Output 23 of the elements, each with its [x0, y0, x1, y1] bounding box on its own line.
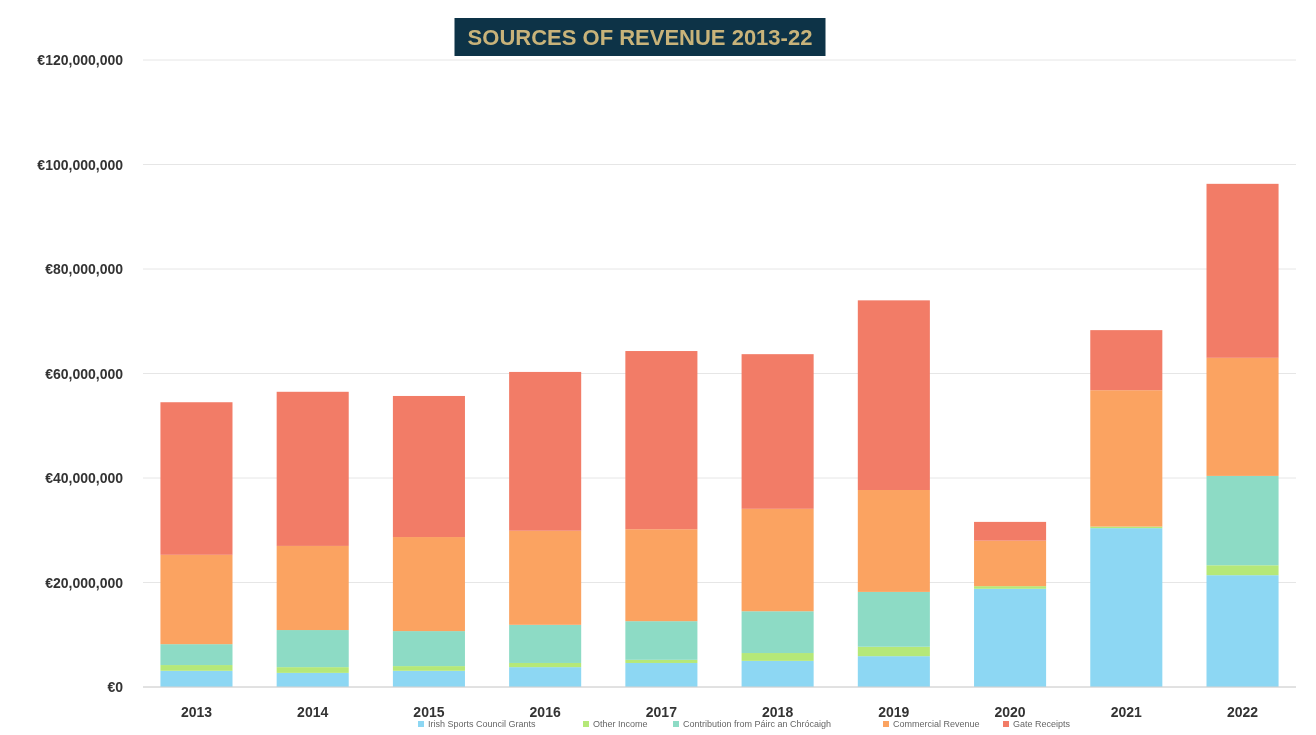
- x-tick-label: 2020: [994, 704, 1026, 720]
- legend-label: Irish Sports Council Grants: [428, 719, 537, 729]
- y-tick-label: €120,000,000: [37, 52, 124, 68]
- y-tick-label: €60,000,000: [45, 365, 124, 382]
- legend-label: Contribution from Páirc an Chrócaigh: [683, 719, 832, 729]
- x-tick-label: 2021: [1110, 704, 1143, 720]
- x-tick-label: 2018: [762, 704, 794, 720]
- y-tick-label: €20,000,000: [45, 574, 124, 591]
- legend-label: Gate Receipts: [1013, 719, 1071, 729]
- x-tick-label: 2014: [297, 704, 329, 720]
- y-tick-label: €40,000,000: [45, 470, 124, 486]
- x-tick-label: 2015: [413, 704, 445, 720]
- legend-label: Commercial Revenue: [893, 719, 980, 729]
- x-tick-label: 2019: [878, 704, 910, 720]
- y-tick-label: €100,000,000: [37, 156, 124, 173]
- y-tick-label: €0: [107, 679, 124, 695]
- y-tick-label: €80,000,000: [45, 261, 124, 277]
- x-tick-label: 2013: [180, 704, 213, 720]
- x-tick-label: 2017: [645, 704, 678, 720]
- legend-label: Other Income: [593, 719, 648, 729]
- x-tick-label: 2022: [1226, 704, 1259, 720]
- chart-title: SOURCES OF REVENUE 2013-22: [467, 25, 813, 50]
- x-tick-label: 2016: [529, 704, 561, 720]
